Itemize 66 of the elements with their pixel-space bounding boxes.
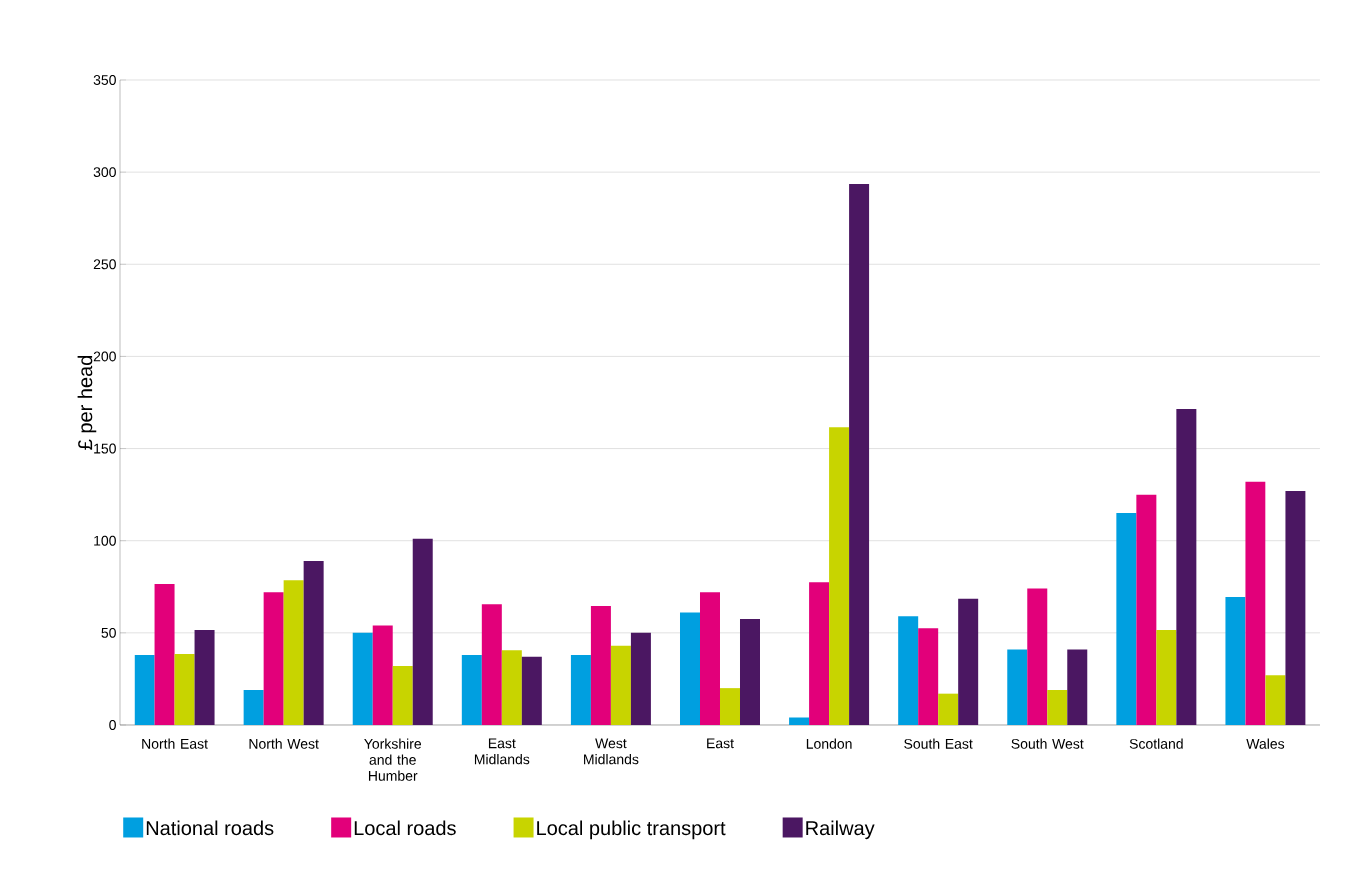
bar (501, 650, 522, 725)
y-tick-label: 100 (94, 535, 116, 546)
x-tick-label: Wales (1246, 738, 1285, 749)
bar (243, 689, 264, 725)
bar (938, 693, 959, 725)
x-tick-label: North East (142, 738, 208, 749)
x-tick-label: South West (1011, 738, 1084, 749)
bar (700, 592, 720, 725)
bar (481, 604, 502, 725)
x-tick-label: Yorkshire and the Humber (364, 738, 422, 781)
bar (829, 427, 850, 725)
y-tick-label: 200 (93, 351, 116, 362)
y-tick-label: 50 (101, 627, 116, 638)
y-tick-label: 350 (93, 75, 116, 85)
bar (1116, 513, 1137, 725)
bar (918, 628, 939, 725)
x-tick-label: East Midlands (474, 738, 530, 765)
bar (154, 584, 175, 725)
x-tick-label: North West (249, 738, 319, 749)
bar (174, 654, 195, 725)
bar (1007, 649, 1028, 725)
y-tick-label: 300 (93, 167, 116, 178)
bar (1136, 494, 1157, 725)
legend-label: National roads (146, 820, 274, 836)
bar (283, 580, 304, 725)
x-tick-label: East (707, 738, 734, 749)
bar (898, 616, 919, 725)
bar (1047, 689, 1068, 725)
y-tick-label: 250 (93, 259, 116, 270)
bar (461, 654, 482, 725)
bar (610, 645, 631, 725)
bar (740, 619, 760, 725)
x-tick-label: South East (904, 738, 973, 749)
bar (392, 666, 413, 725)
legend-label: Railway (806, 820, 875, 840)
bar (412, 538, 433, 725)
x-tick-label: London (806, 738, 852, 749)
bar (303, 560, 324, 725)
bar (1285, 490, 1306, 725)
bar (1176, 408, 1197, 725)
bar (590, 606, 611, 725)
x-tick-label: Scotland (1129, 738, 1183, 749)
bar (372, 625, 393, 725)
bar (789, 717, 810, 725)
bar (849, 184, 870, 725)
bar (1225, 596, 1246, 725)
bar (570, 654, 591, 725)
bar (263, 592, 284, 725)
bar (521, 656, 542, 725)
bar (958, 598, 979, 725)
bar (1067, 649, 1088, 725)
bar (1245, 481, 1266, 725)
legend-label: Local roads (354, 820, 456, 836)
legend-label: Local public transport (537, 820, 726, 840)
bar (194, 630, 215, 725)
bar (680, 612, 700, 725)
bar (1265, 675, 1286, 725)
bar (352, 632, 373, 725)
bar (809, 582, 830, 725)
bar (134, 654, 155, 725)
bar (720, 688, 740, 725)
bar (1027, 588, 1048, 725)
x-tick-label: West Midlands (584, 738, 639, 765)
bar (1156, 630, 1177, 725)
bar (630, 632, 651, 725)
y-tick-label: 0 (109, 720, 116, 730)
